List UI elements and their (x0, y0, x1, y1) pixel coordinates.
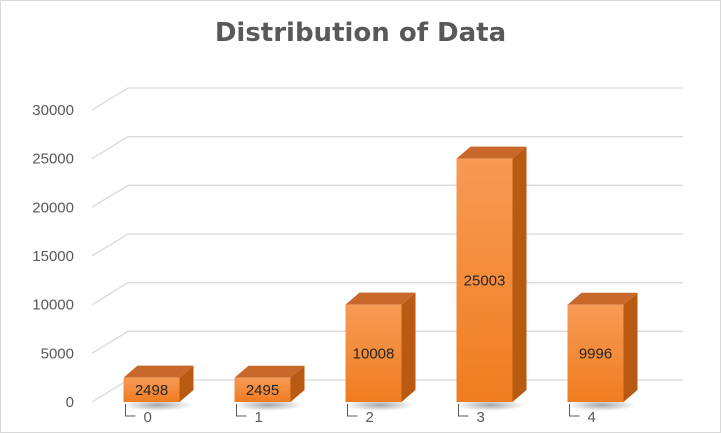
y-tick-label: 20000 (32, 199, 74, 216)
bar-side (179, 365, 194, 402)
gridline (91, 184, 683, 208)
chart-title: Distribution of Data (214, 18, 507, 48)
gridline (91, 87, 683, 111)
bar-top (123, 365, 194, 378)
data-label: 9996 (579, 345, 612, 362)
y-tick-label: 15000 (32, 248, 74, 265)
bar-top (567, 292, 638, 305)
gridline (91, 233, 683, 257)
y-tick-label: 25000 (32, 151, 74, 168)
bar-top (456, 146, 527, 159)
y-tick-label: 10000 (32, 297, 74, 314)
bar-front (234, 377, 291, 402)
bar: 2495 (233, 365, 305, 411)
x-tick-label: 3 (477, 409, 485, 426)
bar: 25003 (455, 146, 527, 411)
bar-side (623, 292, 638, 402)
x-tick-label: 4 (588, 409, 596, 426)
bar: 10008 (344, 292, 416, 411)
bar-front (567, 304, 624, 402)
data-label: 2495 (246, 382, 279, 399)
x-tick-mark (458, 404, 469, 417)
x-tick-mark (125, 404, 136, 417)
gridline (91, 136, 683, 160)
bar-side (512, 146, 527, 402)
bar-front (123, 377, 180, 402)
x-tick-mark (347, 404, 358, 417)
x-tick-mark (236, 404, 247, 417)
bar-top (345, 292, 416, 305)
bar-side (401, 292, 416, 402)
data-label: 2498 (135, 382, 168, 399)
data-label: 10008 (353, 345, 395, 362)
data-label: 25003 (464, 272, 506, 289)
x-tick-mark (569, 404, 580, 417)
x-tick-label: 0 (144, 409, 152, 426)
y-tick-label: 30000 (32, 102, 74, 119)
bar-front (456, 158, 513, 402)
bars: 2498 2495 10008 25003 9996 (122, 146, 638, 411)
x-axis-labels: 0 1 2 3 4 (125, 404, 596, 426)
bar: 9996 (566, 292, 638, 411)
y-axis-labels: 0 5000 10000 15000 20000 25000 30000 (32, 102, 74, 411)
y-tick-label: 5000 (41, 345, 74, 362)
bar-side (290, 365, 305, 402)
y-tick-label: 0 (66, 394, 74, 411)
bar-top (234, 365, 305, 378)
x-tick-label: 1 (255, 409, 263, 426)
x-tick-label: 2 (366, 409, 374, 426)
bar-front (345, 304, 402, 402)
bar: 2498 (122, 365, 194, 411)
